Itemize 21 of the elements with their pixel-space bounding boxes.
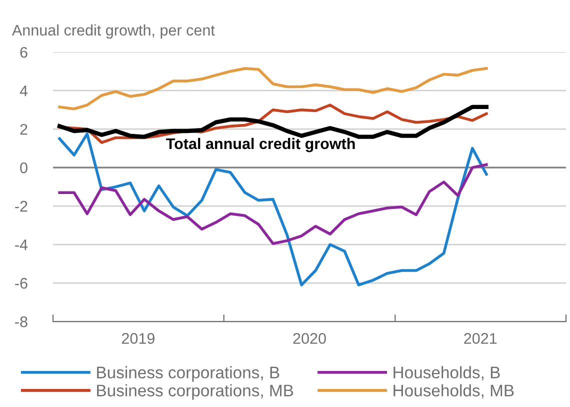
line-series [57, 104, 489, 139]
legend-label: Households, MB [394, 384, 514, 398]
y-axis-title: Annual credit growth, per cent [12, 24, 215, 39]
series-label: Total annual credit growth [166, 138, 355, 152]
y-tick-label: 2 [20, 124, 28, 135]
legend-label: Households, B [394, 366, 500, 380]
x-tick-label: 2020 [293, 333, 326, 344]
line-series [58, 132, 488, 286]
legend-label: Business corporations, B [97, 366, 280, 382]
y-tick-label: 4 [20, 86, 28, 96]
y-tick-label: -4 [15, 240, 28, 250]
legend-label: Business corporations, MB [97, 384, 294, 400]
x-tick-label: 2021 [464, 333, 497, 344]
line-series [58, 67, 488, 110]
y-tick-label: -8 [15, 316, 28, 328]
y-tick-label: -6 [15, 278, 28, 289]
y-tick-label: 6 [20, 46, 28, 58]
line-series [58, 163, 488, 245]
y-tick-label: 0 [20, 162, 28, 174]
y-tick-label: -2 [15, 200, 28, 212]
x-tick-label: 2019 [122, 333, 154, 344]
